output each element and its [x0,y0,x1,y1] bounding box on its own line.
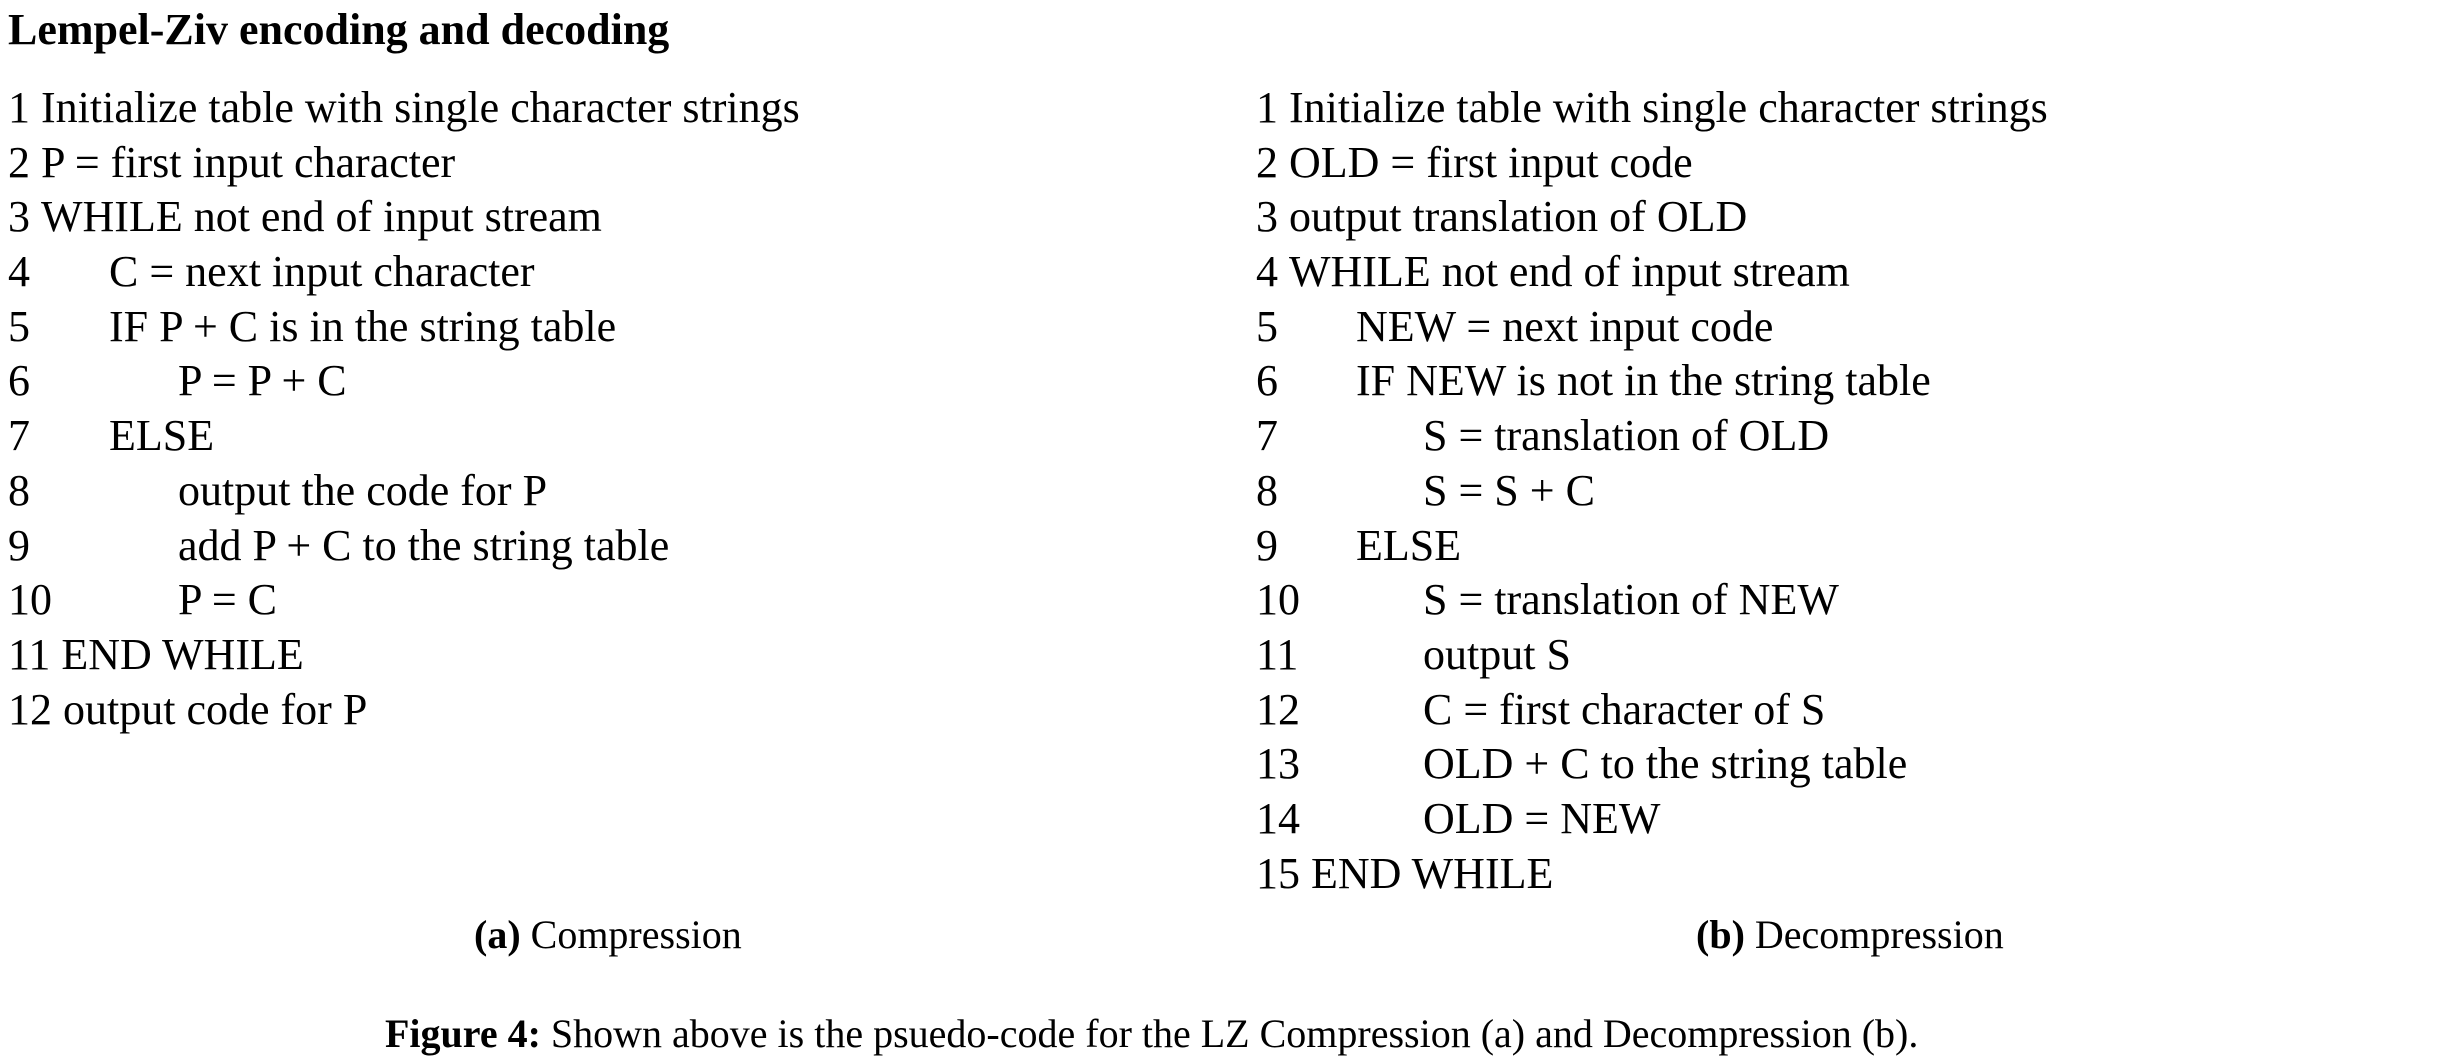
line-text: S = S + C [1423,465,1595,515]
line-number: 10 [8,575,52,625]
code-line: 6 P = P + C [8,354,800,409]
line-number: 4 [1256,247,1278,297]
line-number: 9 [1256,520,1278,570]
line-text: C = first character of S [1423,684,1826,734]
line-number: 6 [1256,356,1278,406]
code-line: 14 OLD = NEW [1256,792,2048,847]
code-line: 9 add P + C to the string table [8,519,800,574]
line-text: OLD = first input code [1289,137,1693,187]
subcaption-compression: (a) Compression [474,910,742,960]
page-title: Lempel-Ziv encoding and decoding [8,5,670,54]
subcaption-decompression: (b) Decompression [1696,910,2004,960]
line-text: C = next input character [109,247,535,297]
line-number: 8 [8,465,30,515]
line-number: 14 [1256,793,1300,843]
code-line: 8 output the code for P [8,464,800,519]
code-line: 3 WHILE not end of input stream [8,190,800,245]
line-text: WHILE not end of input stream [1289,247,1850,297]
compression-pseudocode: 1 Initialize table with single character … [8,81,800,737]
line-text: ELSE [1356,520,1462,570]
line-text: P = first input character [41,137,456,187]
code-line: 4 C = next input character [8,245,800,300]
code-line: 9 ELSE [1256,519,2048,574]
line-text: NEW = next input code [1356,301,1774,351]
code-line: 2 OLD = first input code [1256,136,2048,191]
line-text: END WHILE [1311,848,1554,898]
line-text: S = translation of OLD [1423,411,1830,461]
line-number: 15 [1256,848,1300,898]
code-line: 10 S = translation of NEW [1256,573,2048,628]
line-text: OLD = NEW [1423,793,1661,843]
line-text: output the code for P [178,465,548,515]
decompression-pseudocode: 1 Initialize table with single character … [1256,81,2048,901]
line-number: 9 [8,520,30,570]
subcaption-text: Compression [530,912,742,957]
code-line: 5 NEW = next input code [1256,300,2048,355]
code-line: 3 output translation of OLD [1256,190,2048,245]
line-number: 3 [8,192,30,242]
line-number: 6 [8,356,30,406]
code-line: 5 IF P + C is in the string table [8,300,800,355]
line-text: output S [1423,629,1571,679]
line-text: WHILE not end of input stream [41,192,602,242]
line-text: output code for P [63,684,368,734]
subcaption-text: Decompression [1754,912,2004,957]
line-text: ELSE [109,411,215,461]
figure-caption-tag: Figure 4: [385,1011,541,1056]
line-number: 5 [1256,301,1278,351]
code-line: 1 Initialize table with single character … [8,81,800,136]
line-text: IF P + C is in the string table [109,301,617,351]
line-text: add P + C to the string table [178,520,670,570]
code-line: 8 S = S + C [1256,464,2048,519]
line-text: output translation of OLD [1289,192,1748,242]
code-line: 10 P = C [8,573,800,628]
line-number: 2 [8,137,30,187]
code-line: 13 OLD + C to the string table [1256,737,2048,792]
subcaption-tag: (a) [474,912,521,957]
line-number: 11 [1256,629,1299,679]
code-line: 12 C = first character of S [1256,683,2048,738]
figure-caption: Figure 4: Shown above is the psuedo-code… [385,1008,1918,1060]
line-text: P = C [178,575,277,625]
code-line: 1 Initialize table with single character … [1256,81,2048,136]
line-number: 4 [8,247,30,297]
line-number: 7 [1256,411,1278,461]
code-line: 11 END WHILE [8,628,800,683]
line-number: 12 [1256,684,1300,734]
line-number: 10 [1256,575,1300,625]
code-line: 7 S = translation of OLD [1256,409,2048,464]
code-line: 6 IF NEW is not in the string table [1256,354,2048,409]
code-line: 15 END WHILE [1256,847,2048,902]
figure-caption-text: Shown above is the psuedo-code for the L… [550,1011,1919,1056]
line-number: 7 [8,411,30,461]
line-number: 5 [8,301,30,351]
line-text: Initialize table with single character s… [1289,83,2048,132]
line-text: Initialize table with single character s… [41,83,800,132]
line-number: 13 [1256,739,1300,789]
line-number: 1 [1256,83,1278,132]
code-line: 12 output code for P [8,683,800,738]
line-text: END WHILE [61,629,304,679]
line-text: P = P + C [178,356,347,406]
line-number: 11 [8,629,51,679]
line-number: 12 [8,684,52,734]
line-text: IF NEW is not in the string table [1356,356,1931,406]
subcaption-tag: (b) [1696,912,1745,957]
line-number: 3 [1256,192,1278,242]
line-number: 1 [8,83,30,132]
line-text: OLD + C to the string table [1423,739,1908,789]
code-line: 4 WHILE not end of input stream [1256,245,2048,300]
line-number: 8 [1256,465,1278,515]
line-text: S = translation of NEW [1423,575,1839,625]
line-number: 2 [1256,137,1278,187]
code-line: 11 output S [1256,628,2048,683]
code-line: 7 ELSE [8,409,800,464]
